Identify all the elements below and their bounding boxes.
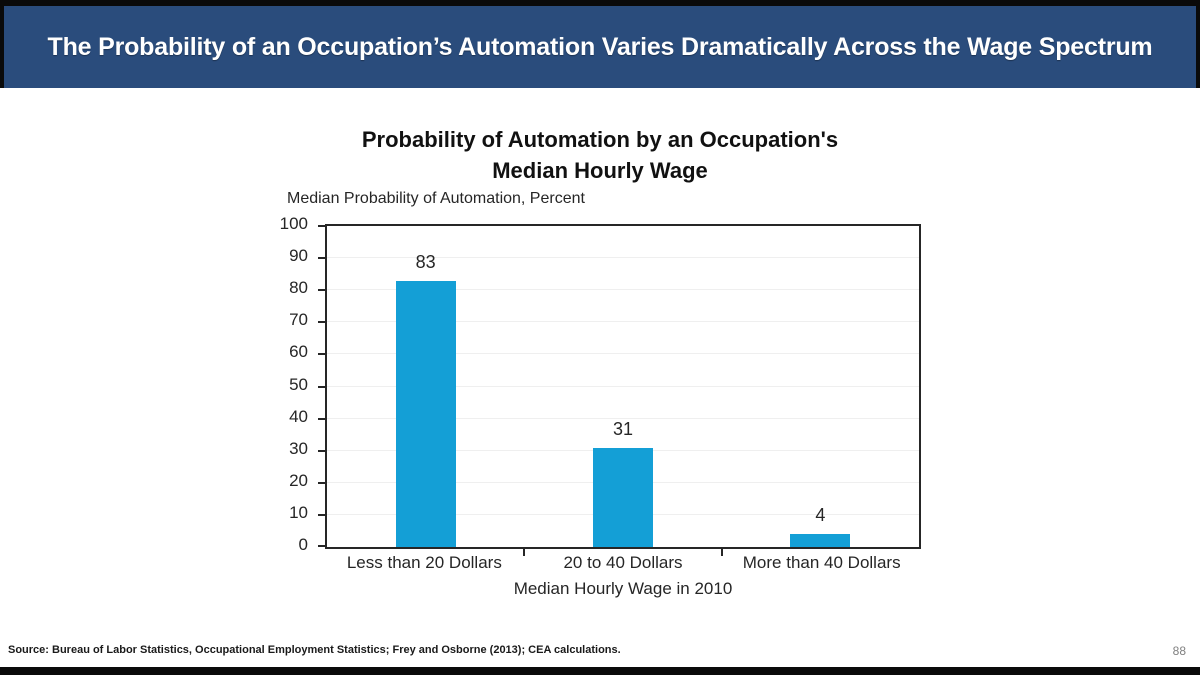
bar <box>593 447 653 547</box>
y-tick-mark <box>318 481 327 484</box>
chart-title-line1: Probability of Automation by an Occupati… <box>361 127 839 152</box>
y-tick-label: 20 <box>289 470 308 490</box>
top-edge-bar <box>0 0 1200 6</box>
y-tick-label: 50 <box>289 374 308 394</box>
y-axis-labels: 0 10 20 30 40 50 60 70 80 90 100 <box>240 214 308 554</box>
y-tick-label: 40 <box>289 406 308 426</box>
y-tick-mark <box>318 257 327 260</box>
source-note: Source: Bureau of Labor Statistics, Occu… <box>8 644 621 656</box>
x-axis-title: Median Hourly Wage in 2010 <box>513 579 733 598</box>
y-axis-unit-label: Median Probability of Automation, Percen… <box>287 190 585 207</box>
y-tick-label: 70 <box>289 310 308 330</box>
chart-title: Probability of Automation by an Occupati… <box>0 124 1200 186</box>
slide-title: The Probability of an Occupation’s Autom… <box>47 32 1153 61</box>
y-tick-label: 30 <box>289 438 308 458</box>
bar-value-label: 83 <box>415 251 436 272</box>
x-category-label: More than 40 Dollars <box>742 553 901 572</box>
x-tick-mark <box>523 547 526 556</box>
y-tick-mark <box>318 289 327 292</box>
bottom-edge-bar <box>0 667 1200 675</box>
y-tick-label: 100 <box>279 214 308 233</box>
y-tick-mark <box>318 513 327 516</box>
y-tick-mark <box>318 321 327 324</box>
y-tick-mark <box>318 385 327 388</box>
y-tick-label: 60 <box>289 342 308 362</box>
bar-value-label: 31 <box>612 418 634 439</box>
y-tick-label: 0 <box>298 535 308 554</box>
plot-area: 83 31 4 <box>318 224 921 556</box>
x-category-label: Less than 20 Dollars <box>346 553 502 572</box>
x-axis-labels: Less than 20 Dollars 20 to 40 Dollars More… <box>325 553 921 573</box>
bar-value-label: 4 <box>815 505 826 526</box>
x-category-label: 20 to 40 Dollars <box>563 553 683 572</box>
slide-header: The Probability of an Occupation’s Autom… <box>0 6 1200 88</box>
y-tick-mark <box>318 353 327 356</box>
bar <box>395 280 456 547</box>
y-tick-mark <box>318 545 327 547</box>
y-tick-mark <box>318 417 327 420</box>
y-tick-label: 80 <box>289 278 308 298</box>
y-tick-mark <box>318 225 327 227</box>
y-tick-label: 10 <box>289 502 308 522</box>
y-tick-label: 90 <box>289 246 308 266</box>
x-tick-mark <box>720 547 723 556</box>
chart-title-line2: Median Hourly Wage <box>492 158 708 183</box>
bar <box>790 534 851 547</box>
y-tick-mark <box>318 449 327 452</box>
page-number: 88 <box>1172 644 1186 658</box>
